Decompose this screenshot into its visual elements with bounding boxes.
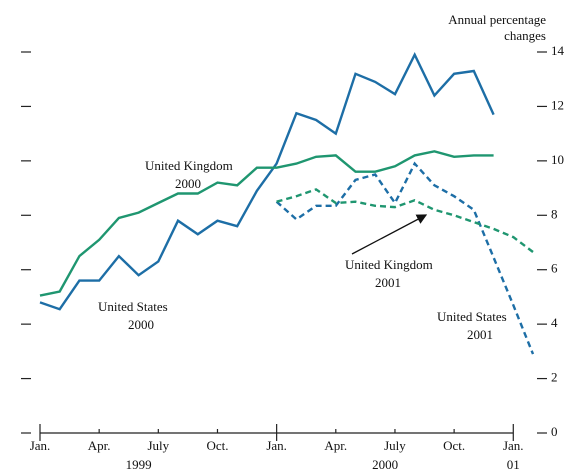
x-tick-label: Jan.	[266, 438, 287, 453]
series-line	[276, 188, 534, 253]
x-tick-label: Apr.	[88, 438, 111, 453]
y-axis-label: Annual percentage	[448, 12, 546, 27]
y-tick-label: 6	[551, 261, 558, 276]
x-tick-label: Jan.	[30, 438, 51, 453]
series-line	[39, 51, 495, 311]
y-tick-label: 10	[551, 152, 564, 167]
x-tick-label: Oct.	[206, 438, 228, 453]
series-line	[39, 150, 494, 297]
year-label: 1999	[126, 457, 152, 472]
year-label: 01	[507, 457, 520, 472]
y-tick-label: 8	[551, 206, 558, 221]
annotation: 2000	[175, 176, 201, 191]
annotation: United Kingdom	[145, 158, 233, 173]
annotation: 2001	[375, 275, 401, 290]
y-tick-label: 2	[551, 370, 558, 385]
x-tick-label: July	[147, 438, 169, 453]
x-tick-label: Oct.	[443, 438, 465, 453]
series-line	[275, 161, 535, 355]
annotation: United States	[98, 299, 168, 314]
y-tick-label: 0	[551, 424, 558, 439]
y-tick-label: 14	[551, 43, 565, 58]
x-tick-label: Jan.	[503, 438, 524, 453]
annotation: United Kingdom	[345, 257, 433, 272]
year-label: 2000	[372, 457, 398, 472]
y-tick-label: 12	[551, 97, 564, 112]
annotation: 2000	[128, 317, 154, 332]
annotation: United States	[437, 309, 507, 324]
x-tick-label: Apr.	[324, 438, 347, 453]
y-tick-label: 4	[551, 315, 558, 330]
annotation: 2001	[467, 327, 493, 342]
annotation-arrow	[351, 214, 428, 255]
y-axis-label: changes	[504, 28, 546, 43]
x-tick-label: July	[384, 438, 406, 453]
